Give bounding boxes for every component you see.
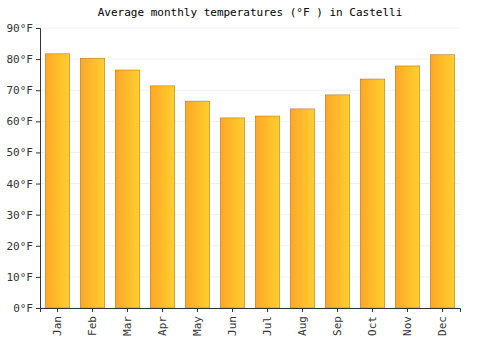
x-tick: Jul [261,308,274,336]
x-axis-line [41,309,461,313]
x-tick-label: Jun [226,316,239,336]
x-tick-mark [302,308,303,312]
y-tick: 40°F [7,178,41,191]
y-tick: 80°F [7,53,41,66]
chart: Average monthly temperatures (°F ) in Ca… [0,0,500,350]
x-tick-label: Dec [436,316,449,336]
x-tick-label: Nov [401,316,414,336]
grid [40,28,460,308]
bar [220,118,245,308]
x-tick-label: Sep [331,316,344,336]
x-tick-mark [162,308,163,312]
y-tick-label: 70°F [7,84,34,97]
bar [45,54,70,308]
y-tick: 60°F [7,115,41,128]
x-tick: May [191,308,204,336]
x-tick: Oct [366,308,379,336]
x-tick-label: May [191,316,204,336]
bar [325,95,350,308]
y-tick: 30°F [7,209,41,222]
x-tick-label: Jan [51,316,64,336]
y-tick-label: 20°F [7,240,34,253]
y-tick: 90°F [7,22,41,35]
y-axis-line [36,29,41,309]
y-tick-mark [36,90,40,91]
y-tick-mark [36,152,40,153]
y-tick-label: 10°F [7,271,34,284]
x-tick-label: Mar [121,316,134,336]
x-tick-mark [92,308,93,312]
x-tick: Mar [121,308,134,336]
y-axis: 0°F 10°F 20°F 30°F 40°F 50°F 60°F 70°F 80°F 90°F [7,22,41,315]
x-tick: Dec [436,308,449,336]
y-tick-mark [36,215,40,216]
bar [360,79,385,308]
x-tick-mark [267,308,268,312]
y-tick-label: 80°F [7,53,34,66]
y-tick-mark [36,28,40,29]
bar [185,101,210,308]
x-tick-label: Apr [156,316,169,336]
y-tick-label: 30°F [7,209,34,222]
x-tick-label: Oct [366,316,379,336]
x-tick-label: Feb [86,316,99,336]
y-tick: 50°F [7,146,41,159]
x-tick: Sep [331,308,344,336]
x-axis: Jan Feb Mar Apr May Jun Jul Aug Sep Oct Nov Dec [41,308,461,336]
y-tick: 70°F [7,84,41,97]
y-tick-mark [36,277,40,278]
plot: 0°F 10°F 20°F 30°F 40°F 50°F 60°F 70°F 80°F 90°F J… [7,22,461,336]
bar [80,58,105,308]
y-tick-label: 50°F [7,146,34,159]
x-tick: Jan [51,308,64,336]
y-tick: 20°F [7,240,41,253]
y-tick-mark [36,59,40,60]
bar [430,55,455,308]
x-tick: Aug [296,308,309,336]
y-tick: 0°F [13,302,40,315]
y-tick-label: 90°F [7,22,34,35]
y-tick-mark [36,246,40,247]
bar [255,116,280,308]
x-tick-mark [127,308,128,312]
x-tick: Nov [401,308,414,336]
y-tick-mark [36,184,40,185]
bar [115,70,140,308]
bar [395,66,420,308]
x-tick-label: Aug [296,316,309,336]
x-tick-mark [442,308,443,312]
y-tick-label: 40°F [7,178,34,191]
x-tick-mark [57,308,58,312]
y-tick-label: 0°F [13,302,33,315]
title: Average monthly temperatures (°F ) in Ca… [98,6,403,19]
x-tick: Jun [226,308,239,336]
x-tick-mark [232,308,233,312]
bar [290,109,315,308]
x-tick: Feb [86,308,99,336]
x-tick-mark [407,308,408,312]
y-tick-mark [36,121,40,122]
y-tick-label: 60°F [7,115,34,128]
bar [150,86,175,308]
bars [45,54,455,308]
grid-line [40,28,460,29]
x-tick-label: Jul [261,316,274,336]
x-tick-mark [337,308,338,312]
x-tick-mark [372,308,373,312]
x-tick-mark [197,308,198,312]
x-tick: Apr [156,308,169,336]
y-tick-mark [36,308,40,309]
y-tick: 10°F [7,271,41,284]
